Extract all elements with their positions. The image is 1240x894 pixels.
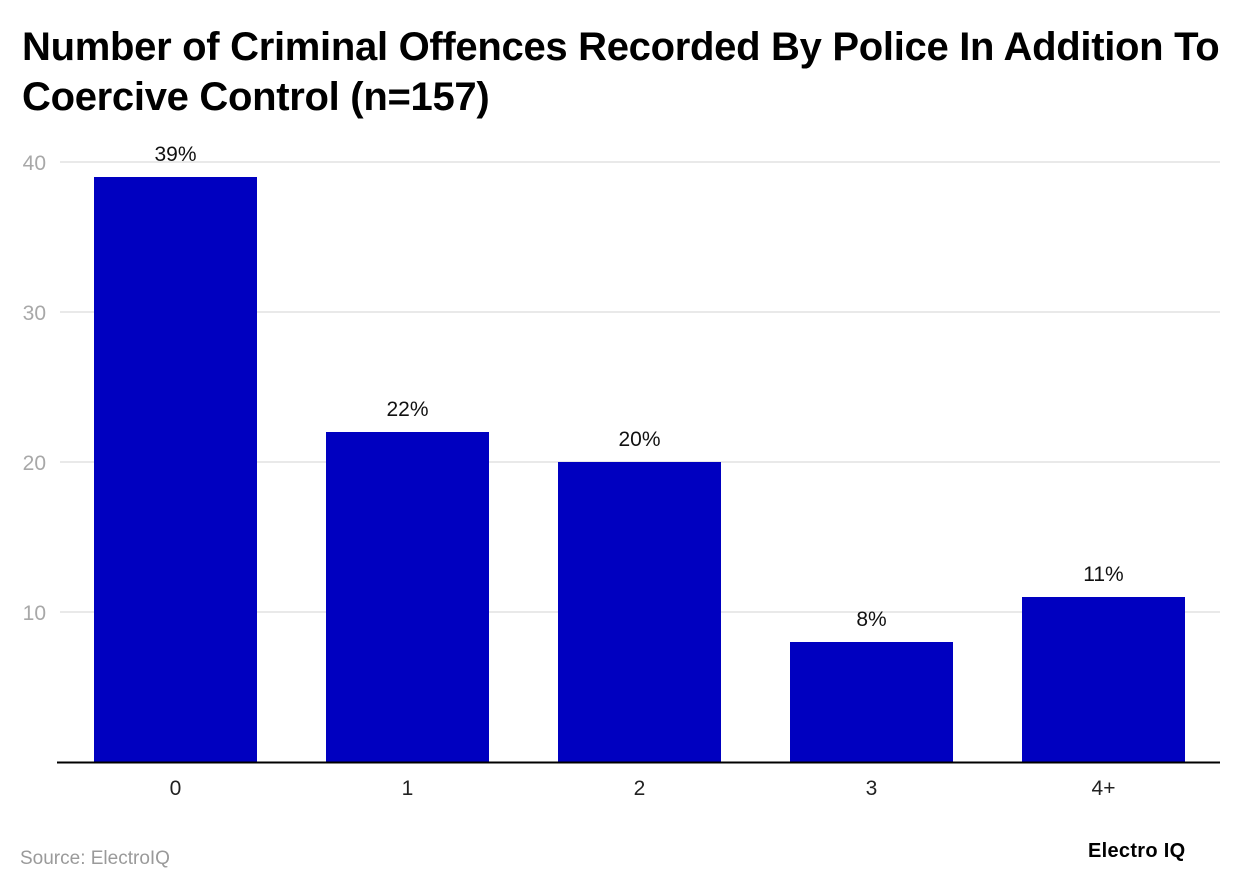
brand-logo: Electro IQ — [1088, 840, 1186, 862]
source-note: Source: ElectroIQ — [20, 848, 170, 869]
value-labels: 39% 22% 20% 8% 11% — [154, 143, 1123, 631]
data-label: 22% — [386, 398, 428, 421]
bar — [558, 462, 721, 762]
y-tick-label: 40 — [23, 152, 46, 175]
data-label: 11% — [1083, 563, 1123, 586]
data-label: 20% — [618, 428, 660, 451]
chart-title: Number of Criminal Offences Recorded By … — [22, 25, 1220, 119]
data-label: 8% — [856, 608, 886, 631]
x-tick-label: 0 — [170, 777, 182, 800]
y-tick-label: 30 — [23, 302, 46, 325]
bar — [790, 642, 953, 762]
y-tick-label: 10 — [23, 602, 46, 625]
bar — [1022, 597, 1185, 762]
x-tick-label: 4+ — [1092, 777, 1116, 800]
bars — [94, 177, 1185, 762]
y-tick-label: 20 — [23, 452, 46, 475]
data-label: 39% — [154, 143, 196, 166]
x-tick-label: 2 — [634, 777, 646, 800]
x-tick-label: 3 — [866, 777, 878, 800]
bar — [326, 432, 489, 762]
x-axis-ticks: 0 1 2 3 4+ — [170, 777, 1116, 800]
bar — [94, 177, 257, 762]
y-axis-ticks: 10 20 30 40 — [23, 152, 46, 625]
x-tick-label: 1 — [402, 777, 414, 800]
